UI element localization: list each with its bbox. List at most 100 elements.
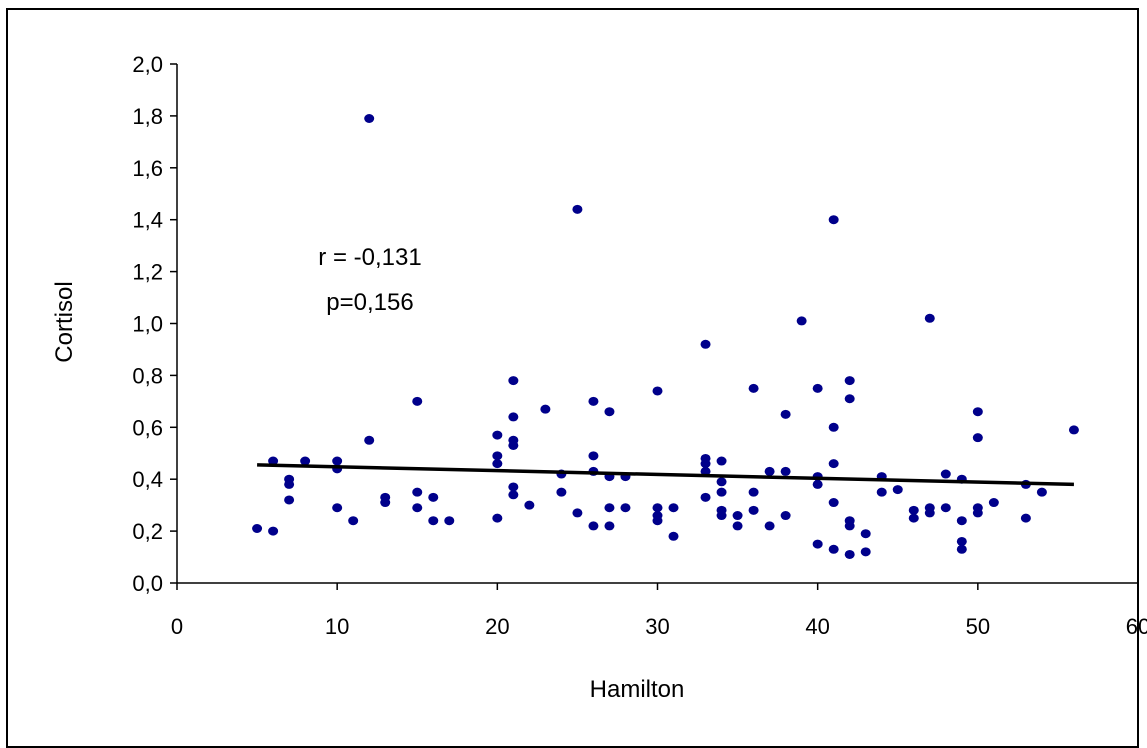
- data-point: [828, 498, 839, 508]
- data-point: [972, 407, 983, 417]
- chart-frame: [6, 8, 1139, 748]
- data-point: [844, 394, 855, 404]
- data-point: [284, 479, 295, 489]
- data-point: [828, 422, 839, 432]
- data-point: [828, 215, 839, 225]
- data-point: [748, 383, 759, 393]
- data-point: [908, 513, 919, 523]
- data-point: [652, 516, 663, 526]
- data-point: [716, 456, 727, 466]
- data-point: [780, 511, 791, 521]
- trendline-group: [257, 463, 1074, 487]
- data-point: [700, 459, 711, 469]
- data-point: [732, 521, 743, 531]
- data-point: [860, 547, 871, 557]
- data-point: [812, 539, 823, 549]
- data-point: [796, 316, 807, 326]
- y-tick-label: 1,2: [132, 260, 163, 285]
- y-tick-label: 1,0: [132, 312, 163, 337]
- data-point: [844, 376, 855, 386]
- data-point: [604, 521, 615, 531]
- data-point: [764, 466, 775, 476]
- data-point: [380, 498, 391, 508]
- data-point: [924, 508, 935, 518]
- data-point: [956, 536, 967, 546]
- data-point: [492, 430, 503, 440]
- y-tick-label: 2,0: [132, 52, 163, 77]
- data-point: [1068, 425, 1079, 435]
- data-point: [780, 466, 791, 476]
- data-point: [748, 505, 759, 515]
- data-point: [1020, 513, 1031, 523]
- data-point: [716, 487, 727, 497]
- data-point: [876, 487, 887, 497]
- annotation-r: r = -0,131: [318, 244, 421, 271]
- data-point: [588, 396, 599, 406]
- data-point: [556, 487, 567, 497]
- data-point: [508, 490, 519, 500]
- data-point: [364, 435, 375, 445]
- data-point: [828, 459, 839, 469]
- data-point: [604, 407, 615, 417]
- data-point: [332, 456, 343, 466]
- data-point: [588, 521, 599, 531]
- ticks: 0 10 20 30 40 50 60 0,0 0,2 0,4 0,6 0,8 1,0 1,2 1,4 1,6…: [132, 52, 1147, 639]
- data-point: [1036, 487, 1047, 497]
- x-tick-label: 0: [171, 614, 183, 639]
- data-point: [988, 498, 999, 508]
- data-point: [892, 485, 903, 495]
- y-axis-title: Cortisol: [51, 281, 78, 362]
- x-tick-label: 30: [645, 614, 669, 639]
- x-tick-label: 60: [1126, 614, 1147, 639]
- data-point: [428, 516, 439, 526]
- y-tick-label: 1,6: [132, 156, 163, 181]
- y-tick-label: 0,0: [132, 571, 163, 596]
- y-tick-label: 1,8: [132, 104, 163, 129]
- data-point: [908, 505, 919, 515]
- data-point: [700, 466, 711, 476]
- data-point: [444, 516, 455, 526]
- data-point: [700, 339, 711, 349]
- data-point: [364, 113, 375, 123]
- data-point: [844, 549, 855, 559]
- data-point: [812, 383, 823, 393]
- data-point: [812, 479, 823, 489]
- data-point: [508, 440, 519, 450]
- data-point: [508, 482, 519, 492]
- x-tick-label: 20: [485, 614, 509, 639]
- data-point: [716, 511, 727, 521]
- y-tick-label: 0,8: [132, 363, 163, 388]
- data-point: [748, 487, 759, 497]
- data-point: [348, 516, 359, 526]
- data-point: [300, 456, 311, 466]
- data-point: [956, 544, 967, 554]
- data-point: [332, 503, 343, 513]
- y-tick-label: 0,4: [132, 467, 163, 492]
- x-tick-label: 10: [325, 614, 349, 639]
- data-point: [492, 513, 503, 523]
- x-tick-label: 40: [805, 614, 829, 639]
- y-tick-label: 1,4: [132, 208, 163, 233]
- trendline: [257, 463, 1074, 487]
- data-point: [716, 477, 727, 487]
- data-point: [524, 500, 535, 510]
- data-point: [732, 511, 743, 521]
- data-point: [492, 451, 503, 461]
- data-point: [780, 409, 791, 419]
- data-point: [940, 503, 951, 513]
- data-point: [252, 524, 263, 534]
- data-point: [652, 386, 663, 396]
- data-point: [412, 487, 423, 497]
- data-point: [428, 492, 439, 502]
- data-point: [620, 503, 631, 513]
- data-point: [492, 459, 503, 469]
- data-point: [972, 508, 983, 518]
- scatter-chart: 0 10 20 30 40 50 60 0,0 0,2 0,4 0,6 0,8 1,0 1,2 1,4 1,6…: [51, 52, 1147, 703]
- y-tick-label: 0,6: [132, 415, 163, 440]
- data-point: [604, 503, 615, 513]
- data-points: [252, 113, 1079, 559]
- data-point: [972, 433, 983, 443]
- data-point: [572, 204, 583, 214]
- data-point: [572, 508, 583, 518]
- data-point: [652, 503, 663, 513]
